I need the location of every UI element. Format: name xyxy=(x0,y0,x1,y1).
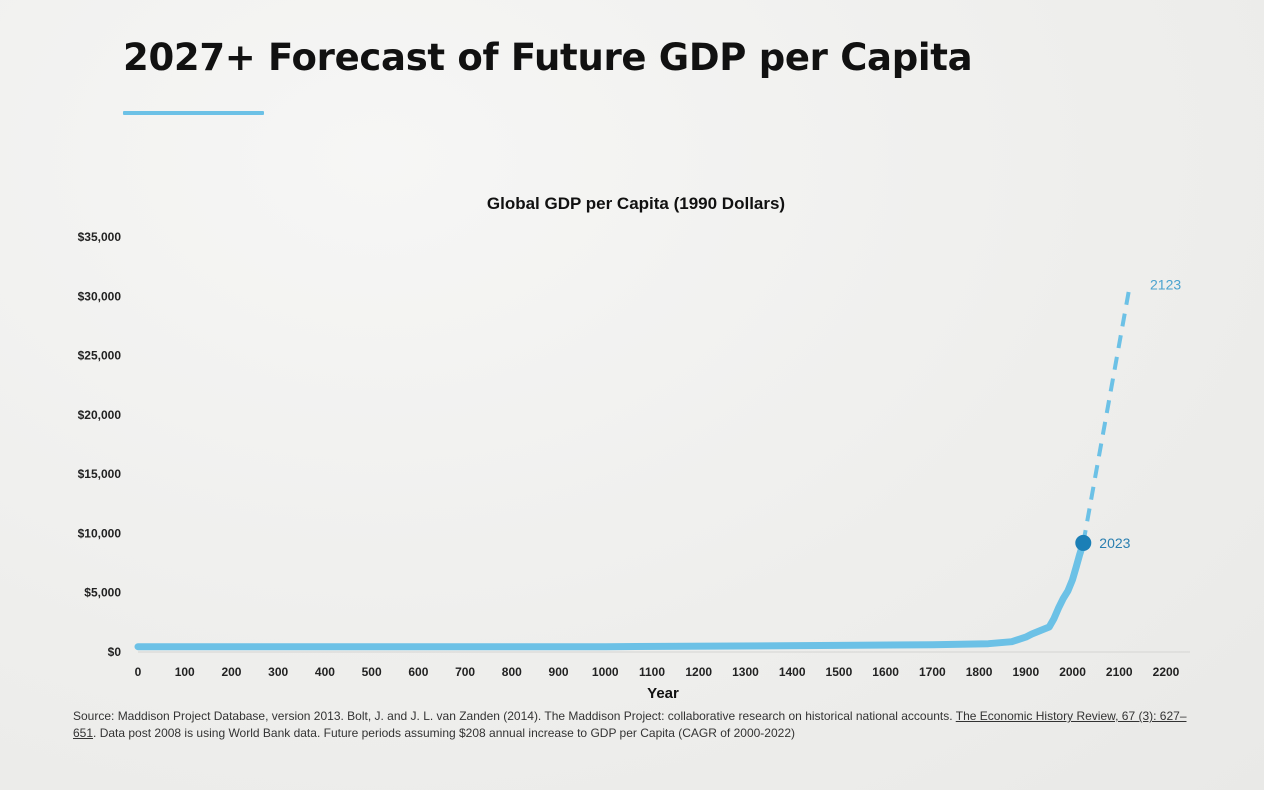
x-tick-label: 1500 xyxy=(826,665,853,679)
title-underline xyxy=(123,111,264,115)
x-tick-label: 100 xyxy=(175,665,195,679)
source-note: Source: Maddison Project Database, versi… xyxy=(73,708,1193,742)
source-text-end: . Data post 2008 is using World Bank dat… xyxy=(93,726,795,740)
x-tick-label: 1200 xyxy=(685,665,712,679)
x-tick-label: 200 xyxy=(221,665,241,679)
x-tick-label: 600 xyxy=(408,665,428,679)
source-text-start: Source: Maddison Project Database, versi… xyxy=(73,709,956,723)
x-tick-label: 400 xyxy=(315,665,335,679)
x-tick-label: 2000 xyxy=(1059,665,1086,679)
x-tick-label: 1100 xyxy=(639,665,665,679)
annotation-marker xyxy=(1075,534,1092,551)
x-tick-label: 1400 xyxy=(779,665,806,679)
y-tick-label: $0 xyxy=(108,645,122,659)
annotation-label: 2023 xyxy=(1099,535,1130,551)
x-tick-label: 1700 xyxy=(919,665,946,679)
x-tick-label: 1800 xyxy=(966,665,993,679)
y-tick-label: $25,000 xyxy=(78,349,122,363)
y-tick-label: $20,000 xyxy=(78,408,122,422)
x-tick-label: 300 xyxy=(268,665,288,679)
y-tick-label: $15,000 xyxy=(78,467,122,481)
x-tick-label: 1000 xyxy=(592,665,619,679)
y-tick-label: $10,000 xyxy=(78,526,122,540)
y-tick-label: $5,000 xyxy=(84,586,121,600)
x-tick-label: 2100 xyxy=(1106,665,1133,679)
x-tick-label: 800 xyxy=(502,665,522,679)
x-tick-label: 900 xyxy=(549,665,569,679)
annotation-label: 2123 xyxy=(1150,276,1181,292)
y-tick-label: $35,000 xyxy=(78,230,122,244)
x-tick-label: 1900 xyxy=(1012,665,1039,679)
x-tick-label: 1300 xyxy=(732,665,759,679)
source-journal-link[interactable]: The Economic History Review, 67 (3): 627… xyxy=(73,709,1187,740)
historical-series-line xyxy=(134,539,1087,651)
x-tick-label: 0 xyxy=(135,665,142,679)
x-tick-label: 700 xyxy=(455,665,475,679)
x-axis-label: Year xyxy=(647,685,679,702)
chart-title: Global GDP per Capita (1990 Dollars) xyxy=(487,194,785,213)
x-tick-label: 1600 xyxy=(872,665,899,679)
forecast-series-line xyxy=(1081,284,1132,544)
x-tick-label: 2200 xyxy=(1153,665,1180,679)
page-title: 2027+ Forecast of Future GDP per Capita xyxy=(123,36,973,79)
x-tick-label: 500 xyxy=(362,665,382,679)
y-tick-label: $30,000 xyxy=(78,289,122,303)
